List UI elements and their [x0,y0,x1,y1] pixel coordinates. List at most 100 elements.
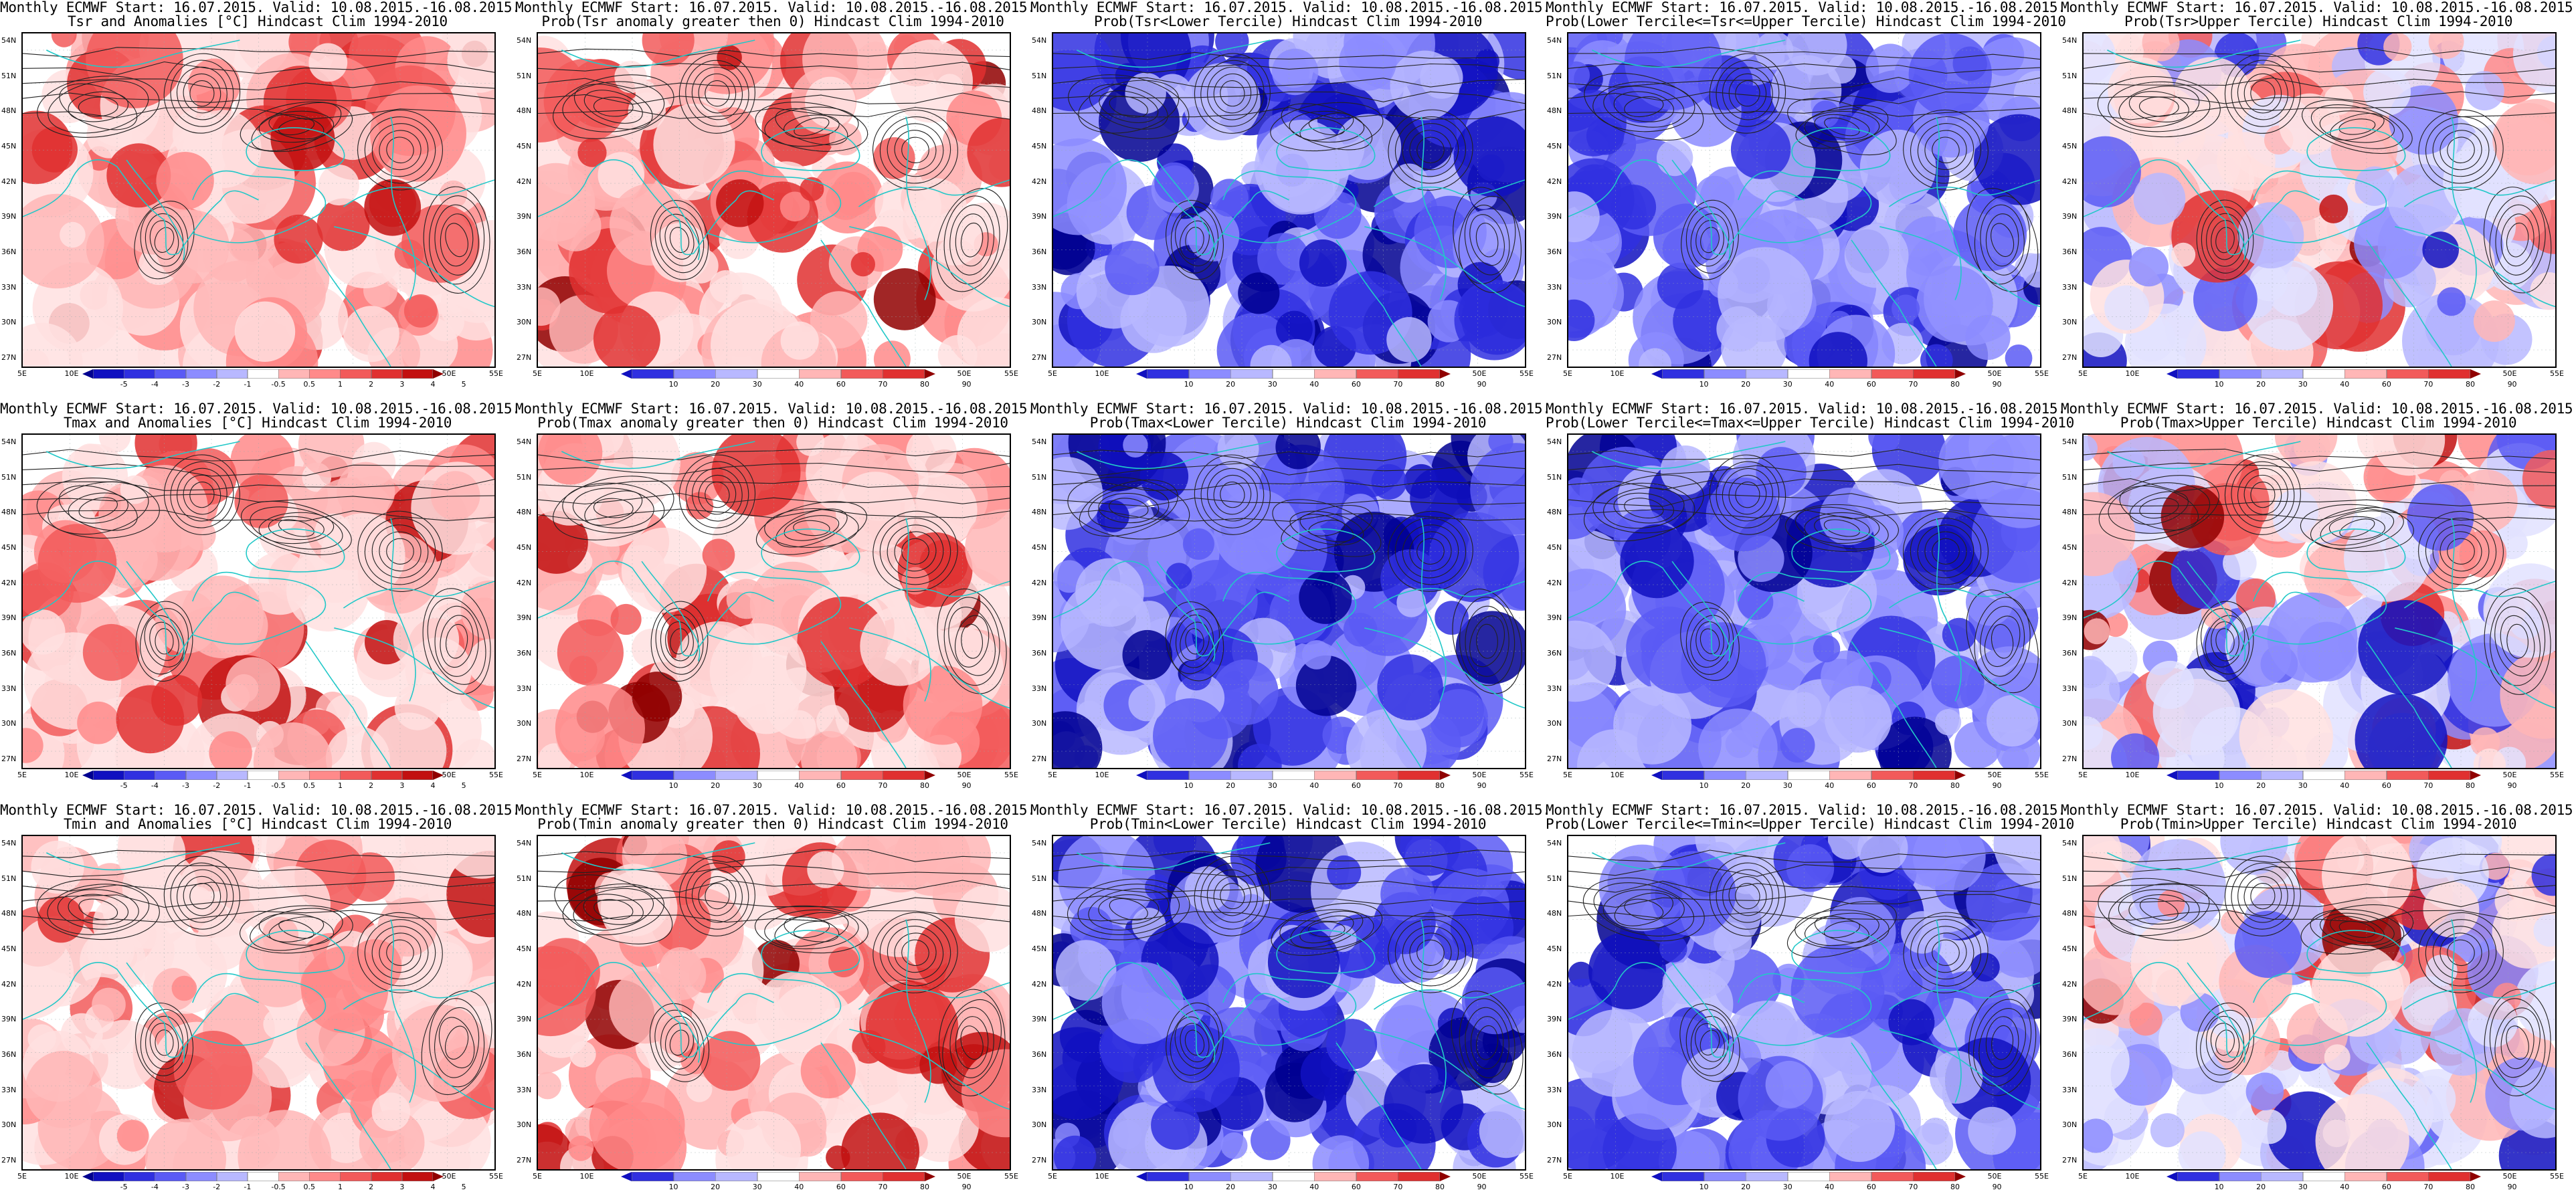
map-frame [1567,433,2041,769]
colorbar-tick-label: 70 [1393,1183,1403,1191]
colorbar-tick-label: 3 [399,1183,405,1191]
panel-subtitle: Prob(Tmax anomaly greater then 0) Hindca… [537,415,1008,431]
latitude-label: 30N [1032,318,1047,327]
colorbar-tick-label: 10 [1699,1183,1709,1191]
colorbar-swatch [2428,771,2471,780]
colorbar-swatch [340,771,372,780]
colorbar-tick-label: 40 [794,380,804,389]
latitude-label: 54N [2062,437,2078,446]
field-map [1053,33,1525,367]
latitude-label: 48N [2062,909,2078,918]
field-map [2084,836,2555,1169]
colorbar-tick-label: 70 [2423,781,2433,790]
latitude-label: 51N [2062,874,2078,883]
latitude-label: 36N [517,649,532,658]
colorbar-tick-label: 90 [1477,1183,1487,1191]
latitude-label: 36N [1032,649,1047,658]
colorbar-swatch [1398,771,1441,780]
map-panel-tsr-middle: Monthly ECMWF Start: 16.07.2015. Valid: … [1546,0,2066,401]
colorbar-tick-label: 2 [369,1183,374,1191]
latitude-label: 33N [517,1085,532,1094]
colorbar-swatch [1662,369,1705,379]
colorbar-swatch [632,369,674,379]
colorbar-swatch [124,1172,155,1181]
latitude-label: 27N [1032,1156,1047,1165]
panel-subtitle: Prob(Tmax>Upper Tercile) Hindcast Clim 1… [2120,415,2517,431]
map-frame [21,835,496,1171]
colorbar-tick-label: 80 [920,781,929,790]
latitude-label: 51N [1547,874,1562,883]
latitude-label: 54N [1032,36,1047,45]
colorbar-tick-label: 80 [1435,1183,1445,1191]
colorbar-swatch [2219,771,2262,780]
field-map [2084,33,2555,367]
latitude-label: 33N [2062,282,2078,292]
map-panel-tmax-anom: Monthly ECMWF Start: 16.07.2015. Valid: … [0,401,521,803]
latitude-label: 30N [2062,318,2078,327]
colorbar-tick-label: 10 [668,1183,678,1191]
colorbar [621,1172,935,1181]
latitude-label: 42N [1,177,17,186]
longitude-label: 10E [64,771,79,779]
colorbar-tick-label: -0.5 [271,781,286,790]
longitude-label: 50E [442,771,456,779]
colorbar-tick-label: 70 [2423,1183,2433,1191]
longitude-label: 5E [2078,369,2088,378]
latitude-label: 42N [1547,177,1562,186]
latitude-label: 33N [1032,1085,1047,1094]
longitude-label: 50E [957,1172,972,1181]
colorbar-tick-label: 80 [1435,380,1445,389]
colorbar-tick-label: 40 [794,1183,804,1191]
colorbar-swatch [1136,771,1147,780]
colorbar-swatch [1440,369,1451,379]
latitude-label: 42N [1032,177,1047,186]
colorbar-tick-label: 20 [1226,781,1236,790]
latitude-label: 39N [517,613,532,623]
colorbar-tick-label: 20 [2256,380,2266,389]
latitude-label: 48N [1547,508,1562,517]
colorbar-tick-label: 30 [2298,1183,2308,1191]
latitude-label: 48N [1032,909,1047,918]
colorbar [1136,771,1451,780]
panel-header: Monthly ECMWF Start: 16.07.2015. Valid: … [0,401,521,417]
colorbar-tick-label: 90 [1992,380,2002,389]
colorbar-tick-label: 20 [711,1183,721,1191]
latitude-label: 30N [517,1120,532,1130]
colorbar-swatch [401,771,434,780]
colorbar-swatch [2344,1172,2387,1181]
map-frame [1567,835,2041,1171]
latitude-label: 27N [2062,353,2078,362]
field-map [23,836,494,1169]
panel-header: Monthly ECMWF Start: 16.07.2015. Valid: … [515,0,1036,15]
colorbar-tick-label: 10 [668,781,678,790]
colorbar-swatch [1651,369,1662,379]
colorbar-swatch [840,1172,883,1181]
latitude-label: 48N [1032,106,1047,116]
latitude-label: 30N [1547,318,1562,327]
colorbar-swatch [1746,369,1788,379]
latitude-label: 51N [1,874,17,883]
colorbar-tick-label: 5 [461,1183,466,1191]
colorbar-swatch [1871,1172,1914,1181]
field-map [1053,435,1525,768]
latitude-label: 51N [1032,71,1047,80]
colorbar-swatch [2302,1172,2345,1181]
longitude-label: 55E [2035,1172,2049,1181]
colorbar-tick-label: 80 [920,380,929,389]
colorbar [2167,1172,2481,1181]
colorbar-tick-label: 80 [1950,380,1960,389]
longitude-label: 10E [2125,1172,2140,1181]
latitude-label: 48N [1032,508,1047,517]
colorbar-tick-label: 60 [1866,380,1876,389]
colorbar-swatch [433,1172,444,1181]
field-map [538,836,1010,1169]
latitude-label: 45N [1,142,17,150]
map-frame [2082,835,2557,1171]
colorbar-swatch [1651,1172,1662,1181]
latitude-label: 42N [1,578,17,587]
colorbar-swatch [2470,369,2481,379]
colorbar-swatch [247,369,279,379]
colorbar-swatch [1314,1172,1357,1181]
colorbar-swatch [1913,1172,1956,1181]
latitude-label: 33N [517,282,532,292]
